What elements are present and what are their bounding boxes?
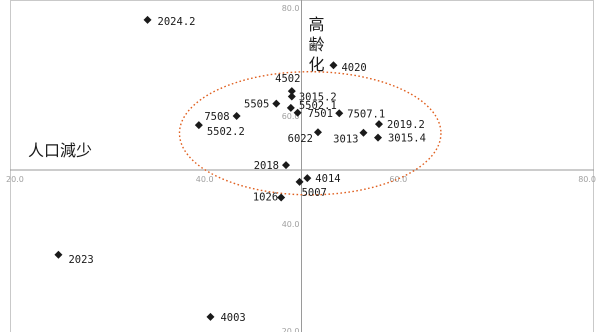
data-point-marker xyxy=(143,15,152,24)
data-point-label: 4020 xyxy=(341,62,366,74)
data-point-marker xyxy=(373,133,382,142)
data-point-label: 3013 xyxy=(333,134,358,146)
data-point-label: 4003 xyxy=(220,312,245,324)
highlight-ellipse xyxy=(178,71,442,196)
data-point-marker xyxy=(206,312,215,321)
data-point-label: 5502.2 xyxy=(207,126,245,138)
data-point-label: 7507.1 xyxy=(347,108,385,120)
y-axis-title-char: 化 xyxy=(309,55,325,74)
data-point-label: 3015.2 xyxy=(299,92,337,104)
y-tick-label: 20.0 xyxy=(282,327,300,332)
data-point-marker xyxy=(329,61,338,70)
data-point-marker xyxy=(277,193,286,202)
data-point-marker xyxy=(303,174,312,183)
x-tick-label: 40.0 xyxy=(196,175,214,184)
data-point-label: 5007 xyxy=(302,187,327,199)
y-tick-label: 40.0 xyxy=(282,220,300,229)
data-point-label: 4014 xyxy=(315,173,340,185)
data-point-marker xyxy=(286,103,295,112)
data-point-label: 2024.2 xyxy=(158,16,196,28)
data-point-marker xyxy=(335,109,344,118)
y-tick-label: 80.0 xyxy=(282,4,300,13)
data-point-label: 5505 xyxy=(244,99,269,111)
y-axis-title-char: 高 xyxy=(309,15,325,34)
data-point-marker xyxy=(282,161,291,170)
data-point-marker xyxy=(287,87,296,96)
y-axis-title: 高齢化 xyxy=(309,15,325,74)
data-point-label: 2023 xyxy=(68,254,93,266)
data-point-label: 3015.4 xyxy=(388,133,426,145)
data-point-label: 2019.2 xyxy=(387,119,425,131)
data-point-marker xyxy=(287,92,296,101)
x-axis-title: 人口減少 xyxy=(28,141,92,160)
x-tick-label: 20.0 xyxy=(6,175,24,184)
data-point-marker xyxy=(374,120,383,129)
data-point-label: 2018 xyxy=(254,160,279,172)
data-point-label: 6022 xyxy=(288,133,313,145)
data-point-marker xyxy=(232,112,241,120)
data-point-label: 7501 xyxy=(308,108,333,120)
data-point-marker xyxy=(54,250,63,259)
x-tick-label: 60.0 xyxy=(389,175,407,184)
data-point-label: 1026 xyxy=(253,192,278,204)
data-point-marker xyxy=(272,99,281,108)
data-point-label: 5502.1 xyxy=(299,100,337,112)
data-point-marker xyxy=(194,121,203,130)
x-tick-labels: 20.0 40.0 60.0 80.0 xyxy=(6,175,596,184)
data-point-marker xyxy=(293,108,302,117)
y-axis-title-char: 齢 xyxy=(309,35,325,54)
data-point-label: 4502 xyxy=(275,73,300,85)
data-point-marker xyxy=(295,177,304,186)
y-tick-labels: 80.0 60.0 40.0 20.0 xyxy=(282,4,300,332)
data-point-marker xyxy=(313,128,322,137)
x-tick-label: 80.0 xyxy=(578,175,596,184)
y-tick-label: 60.0 xyxy=(282,112,300,121)
data-point-label: 7508 xyxy=(204,111,229,123)
data-point-marker xyxy=(359,128,368,137)
